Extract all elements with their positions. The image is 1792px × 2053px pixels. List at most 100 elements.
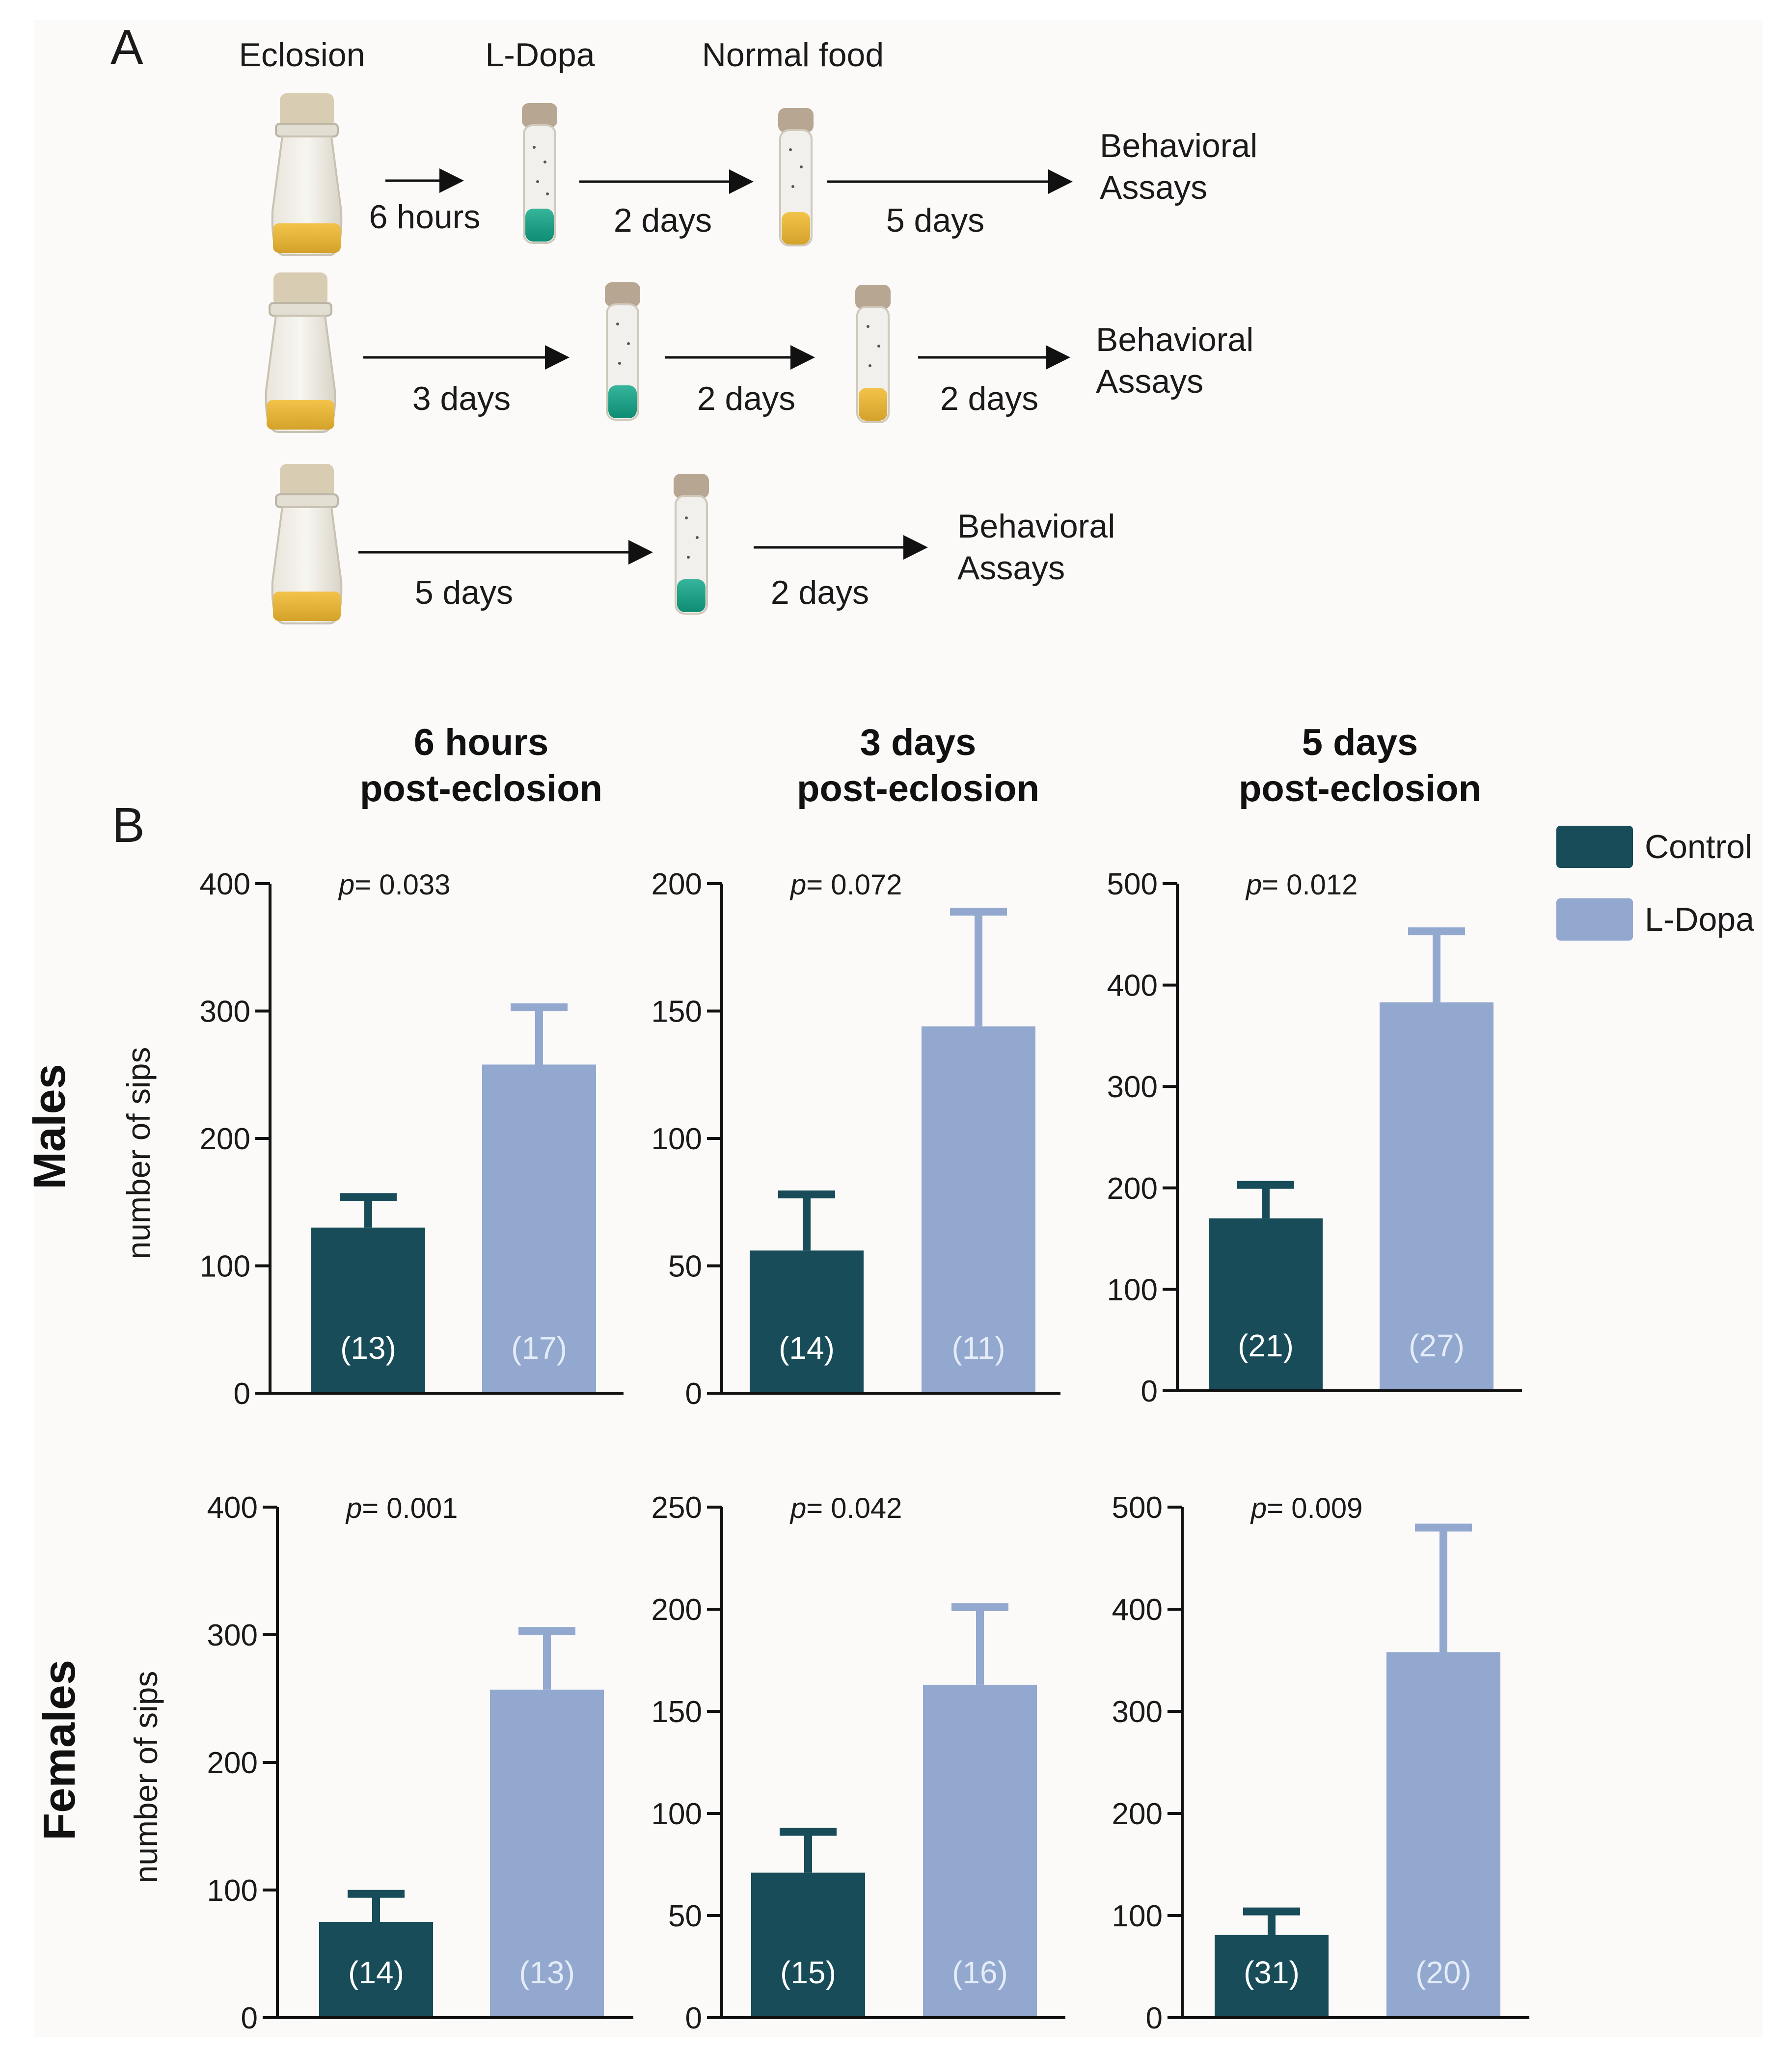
chart-females-5d: 0 100 200 300 400 500 p= 0.009 (31) (20) [1112,1491,1529,2035]
ldopa-vial-icon [605,282,640,421]
y-tick-label: 0 [234,1377,250,1411]
panel-a-label: A [110,20,143,75]
bar-control [1215,1935,1329,2016]
y-tick-label: 400 [207,1491,258,1525]
row1-duration-2: 2 days [614,202,712,239]
y-tick-label: 400 [1112,1593,1163,1627]
bar-control [319,1922,433,2016]
y-tick-label: 200 [207,1746,258,1780]
n-label: (14) [348,1955,404,1990]
n-label: (31) [1244,1955,1300,1990]
chart-females-3d: 0 50 100 150 200 250 p= 0.042 (15) (16) [652,1491,1065,2035]
n-label: (17) [511,1330,567,1366]
y-tick-label: 150 [652,1695,702,1729]
p-value-label: p= 0.072 [789,869,902,901]
food-bottle-icon [271,464,343,624]
n-label: (20) [1415,1955,1471,1990]
y-tick-label: 300 [200,995,250,1029]
bar-ldopa [922,1026,1035,1392]
row3-duration-2: 2 days [771,574,869,611]
protocol-row-1: 6 hours 2 days 5 days Behavioral Assays [271,93,1257,256]
row3-result-line1: Behavioral [957,508,1115,545]
row2-duration-2: 2 days [697,380,795,417]
legend-label-ldopa: L-Dopa [1645,901,1754,938]
p-value-label: p= 0.012 [1245,869,1358,901]
protocol-row-3: 5 days 2 days Behavioral Assays [271,464,1115,624]
col-title-2-line1: 3 days [860,722,977,763]
legend: Control L-Dopa [1556,826,1754,941]
row1-result-line1: Behavioral [1100,127,1257,164]
n-label: (13) [519,1955,575,1990]
row1-duration-3: 5 days [886,202,984,239]
row3-result-line2: Assays [957,549,1065,587]
y-tick-label: 400 [200,867,250,901]
y-tick-label: 100 [1112,1899,1163,1933]
n-label: (11) [951,1330,1005,1366]
y-tick-label: 50 [668,1250,702,1284]
row3-duration-1: 5 days [415,574,513,611]
row-label-females: Females [34,1660,84,1840]
bar-control [311,1227,425,1392]
legend-label-control: Control [1645,828,1752,865]
n-label: (21) [1238,1328,1294,1363]
ldopa-vial-icon [674,474,709,615]
col-title-3-line2: post-eclosion [1239,768,1481,810]
p-value-label: p= 0.009 [1250,1492,1362,1524]
y-tick-label: 100 [1107,1273,1158,1307]
bar-control [751,1872,865,2016]
protocol-row-2: 3 days 2 days 2 days Behavioral Assays [265,272,1253,433]
col-title-1-line1: 6 hours [414,722,549,763]
bar-ldopa [1386,1652,1500,2016]
p-value-label: p= 0.033 [338,869,450,901]
chart-males-3d: 0 50 100 150 200 p= 0.072 (14) (11) [652,867,1060,1411]
y-tick-label: 0 [1141,1375,1158,1408]
panel-a: A Eclosion L-Dopa Normal food 6 hours 2 … [110,20,1257,624]
y-tick-label: 0 [1146,2001,1163,2035]
row2-duration-1: 3 days [412,380,511,417]
y-tick-label: 100 [200,1250,250,1284]
chart-males-6h: 0 100 200 300 400 number of sips p= 0.033 (13) (… [120,867,624,1411]
y-tick-label: 200 [1112,1797,1163,1831]
bar-ldopa [1380,1002,1493,1389]
bar-control [1209,1218,1323,1389]
y-tick-label: 200 [652,1593,702,1627]
y-tick-label: 100 [207,1874,258,1908]
n-label: (16) [952,1955,1008,1990]
y-axis-title: number of sips [128,1671,164,1884]
row2-result-line2: Assays [1096,363,1203,400]
y-tick-label: 100 [652,1122,702,1156]
ldopa-vial-icon [522,103,557,244]
row2-duration-3: 2 days [940,380,1038,417]
panel-b-label: B [112,798,145,853]
y-tick-label: 400 [1107,969,1158,1003]
y-tick-label: 300 [207,1619,258,1652]
y-tick-label: 500 [1107,867,1158,901]
row2-result-line1: Behavioral [1096,321,1253,358]
chart-females-6h: 0 100 200 300 400 number of sips p= 0.001 (14) (… [128,1491,633,2035]
n-label: (15) [780,1955,836,1990]
y-tick-label: 200 [1107,1172,1158,1206]
food-bottle-icon [271,93,343,256]
bar-ldopa [482,1064,596,1392]
header-ldopa: L-Dopa [485,36,595,74]
row-label-males: Males [25,1064,75,1189]
header-eclosion: Eclosion [239,36,365,74]
bar-ldopa [490,1689,604,2016]
row1-duration-1: 6 hours [369,198,481,236]
legend-swatch-ldopa [1556,898,1633,941]
col-title-1-line2: post-eclosion [360,768,602,810]
food-bottle-icon [265,272,336,433]
row1-result-line2: Assays [1100,169,1207,206]
y-tick-label: 150 [652,995,702,1029]
n-label: (14) [779,1330,835,1366]
header-normal-food: Normal food [702,36,884,74]
y-tick-label: 200 [200,1122,250,1156]
n-label: (13) [340,1330,396,1366]
y-tick-label: 250 [652,1491,702,1525]
col-title-2-line2: post-eclosion [797,768,1039,810]
y-tick-label: 0 [241,2001,258,2035]
panel-b: B 6 hours post-eclosion 3 days post-eclo… [25,722,1754,2035]
y-tick-label: 50 [668,1899,702,1933]
y-tick-label: 0 [685,2001,702,2035]
